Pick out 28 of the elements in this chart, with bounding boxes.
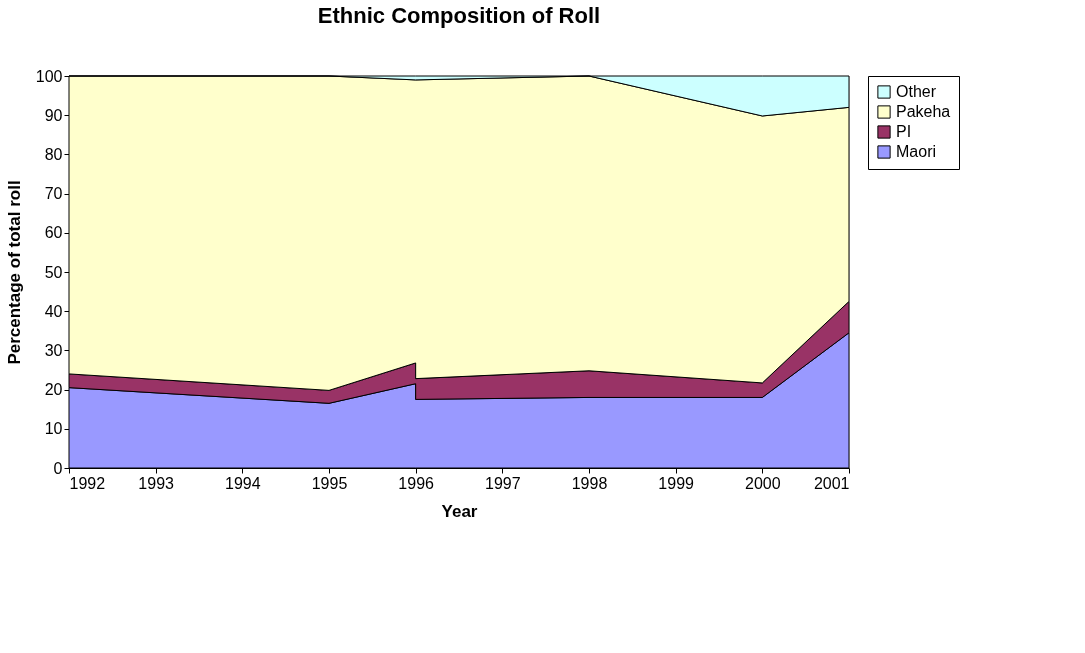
y-tick-label: 60 (44, 224, 63, 242)
x-tick-label: 1998 (571, 474, 608, 492)
legend-label: Other (896, 83, 937, 100)
x-tick-label: 1995 (311, 474, 348, 492)
legend-label: Pakeha (896, 103, 951, 120)
chart-title: Ethnic Composition of Roll (317, 3, 601, 28)
y-tick-label: 10 (44, 420, 63, 438)
legend-label: Maori (896, 143, 937, 160)
x-tick-label: 1999 (658, 474, 695, 492)
x-tick-label: 1993 (138, 474, 175, 492)
y-tick-label: 80 (44, 145, 63, 163)
x-tick-label: 1994 (225, 474, 261, 492)
x-axis-title: Year (441, 501, 478, 521)
y-tick-label: 0 (53, 459, 63, 477)
legend-label: PI (896, 123, 912, 140)
x-tick-label: 2000 (745, 474, 781, 492)
x-tick-label: 2001 (813, 474, 850, 492)
y-tick-label: 40 (44, 302, 63, 320)
y-tick-label: 30 (44, 341, 63, 359)
y-tick-label: 50 (44, 263, 63, 281)
y-tick-label: 70 (44, 185, 63, 203)
x-tick-label: 1992 (69, 474, 106, 492)
x-tick-label: 1996 (398, 474, 435, 492)
y-tick-label: 20 (44, 381, 63, 399)
y-tick-label: 90 (44, 106, 63, 124)
x-tick-label: 1997 (485, 474, 521, 492)
y-axis-title: Percentage of total roll (4, 180, 24, 365)
y-tick-label: 100 (35, 67, 63, 85)
